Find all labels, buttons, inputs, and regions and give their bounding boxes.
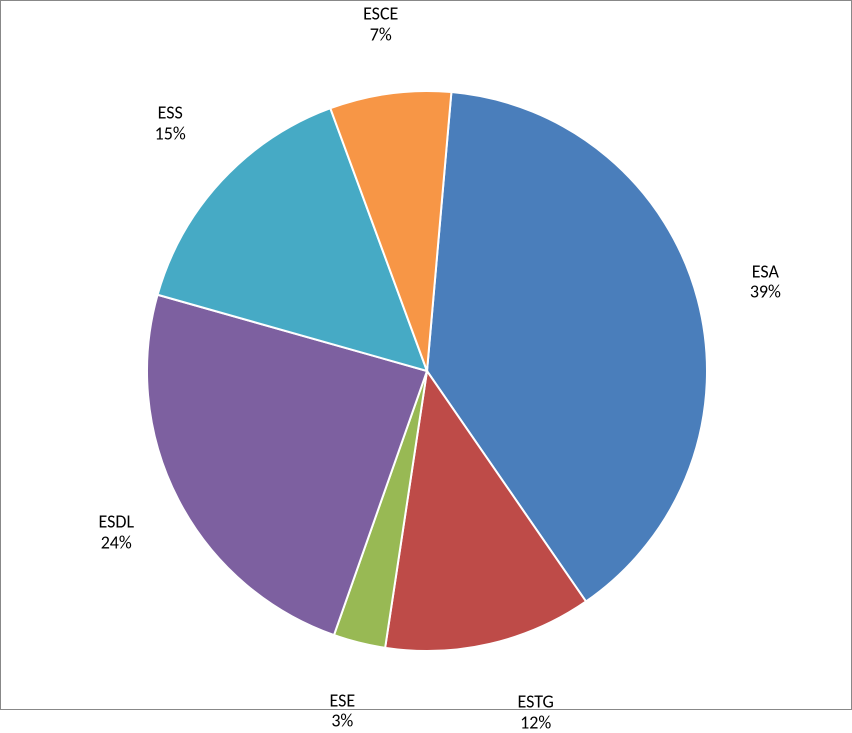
pie-label-esdl: ESDL24% [98,511,134,552]
pie-label-percent: 39% [750,282,781,303]
pie-label-ess: ESS15% [155,103,186,144]
pie-label-esa: ESA39% [750,261,781,302]
pie-label-percent: 15% [155,123,186,144]
chart-frame: ESA39%ESTG12%ESE3%ESDL24%ESS15%ESCE7% [0,0,852,710]
pie-label-estg: ESTG12% [518,691,554,732]
pie-label-name: ESTG [518,691,554,712]
pie-chart [1,1,852,711]
pie-label-percent: 7% [363,24,398,45]
pie-label-percent: 3% [329,711,355,732]
pie-label-percent: 12% [518,712,554,733]
pie-label-ese: ESE3% [329,690,355,731]
pie-label-name: ESE [329,690,355,711]
pie-label-name: ESS [155,103,186,124]
pie-label-name: ESDL [98,511,134,532]
pie-label-name: ESA [750,261,781,282]
pie-label-esce: ESCE7% [363,3,398,44]
pie-label-percent: 24% [98,532,134,553]
pie-label-name: ESCE [363,3,398,24]
